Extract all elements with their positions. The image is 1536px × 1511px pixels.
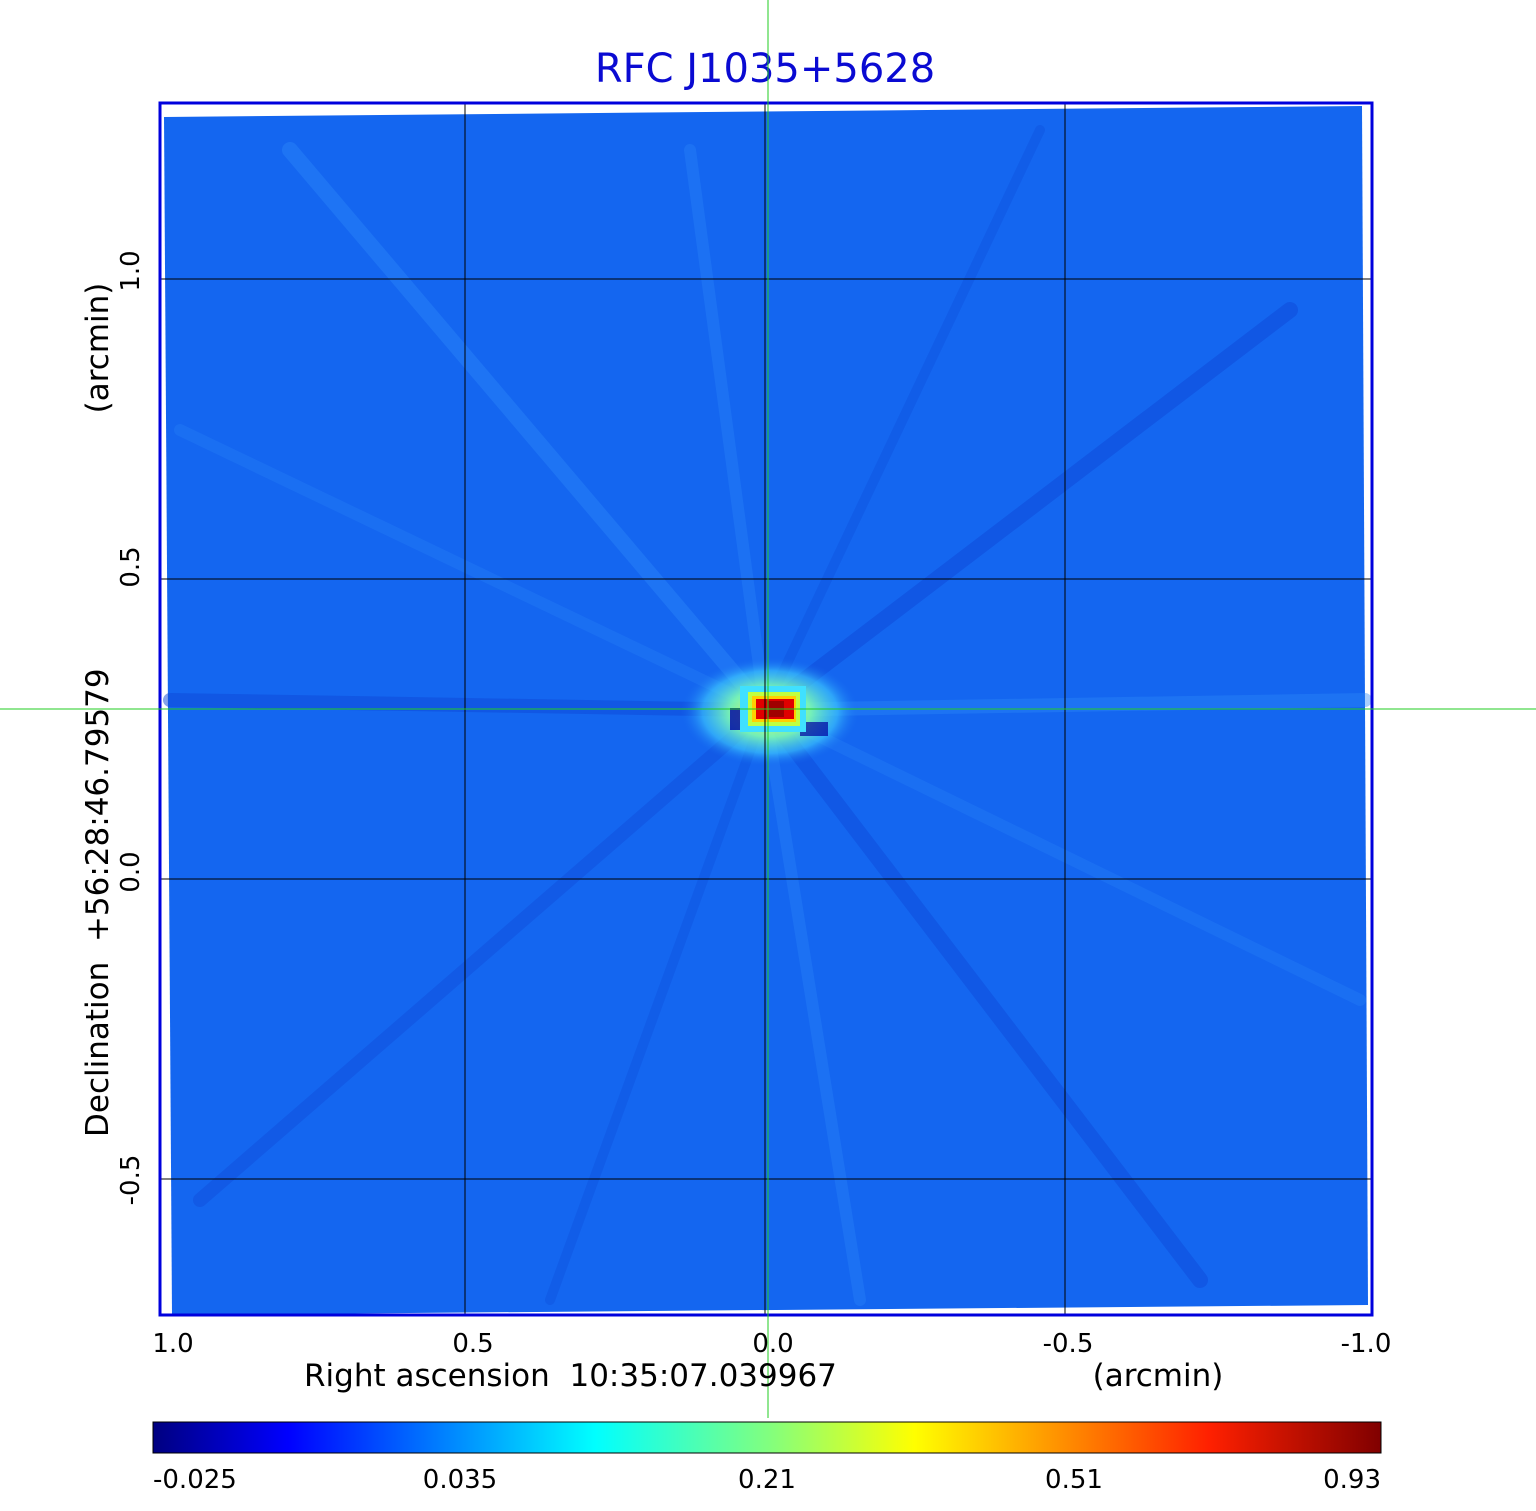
crosshair xyxy=(0,0,1536,1418)
y-tick-label: -0.5 xyxy=(116,1155,146,1206)
colorbar-tick-label: 0.21 xyxy=(738,1465,796,1495)
y-tick-label: 1.0 xyxy=(116,250,146,291)
x-axis-unit: (arcmin) xyxy=(1093,1358,1224,1394)
central-source xyxy=(680,657,860,767)
x-tick-label: -0.5 xyxy=(1043,1329,1094,1359)
x-tick-label: -1.0 xyxy=(1341,1329,1392,1359)
colorbar-tick-label: -0.025 xyxy=(153,1465,237,1495)
sidelobe-streaks xyxy=(163,125,1372,1306)
x-axis-label: Right ascension 10:35:07.039967 xyxy=(304,1358,837,1394)
y-tick-labels: -0.5 0.0 0.5 1.0 xyxy=(116,250,146,1205)
y-tick-label: 0.5 xyxy=(116,546,146,587)
x-tick-label: 1.0 xyxy=(152,1329,193,1359)
y-axis-label: Declination +56:28:46.79579 xyxy=(80,668,116,1137)
colorbar-tick-labels: -0.025 0.035 0.21 0.51 0.93 xyxy=(153,1465,1381,1495)
x-tick-label: 0.5 xyxy=(452,1329,493,1359)
y-tick-label: 0.0 xyxy=(116,851,146,892)
x-tick-labels: 1.0 0.5 0.0 -0.5 -1.0 xyxy=(152,1329,1391,1359)
colorbar-tick-label: 0.93 xyxy=(1323,1465,1381,1495)
map-field xyxy=(163,106,1372,1315)
colorbar xyxy=(152,1421,1382,1454)
y-axis-unit: (arcmin) xyxy=(80,283,116,414)
x-tick-label: 0.0 xyxy=(752,1329,793,1359)
chart-title: RFC J1035+5628 xyxy=(595,46,935,92)
colorbar-tick-label: 0.035 xyxy=(423,1465,497,1495)
colorbar-tick-label: 0.51 xyxy=(1045,1465,1103,1495)
